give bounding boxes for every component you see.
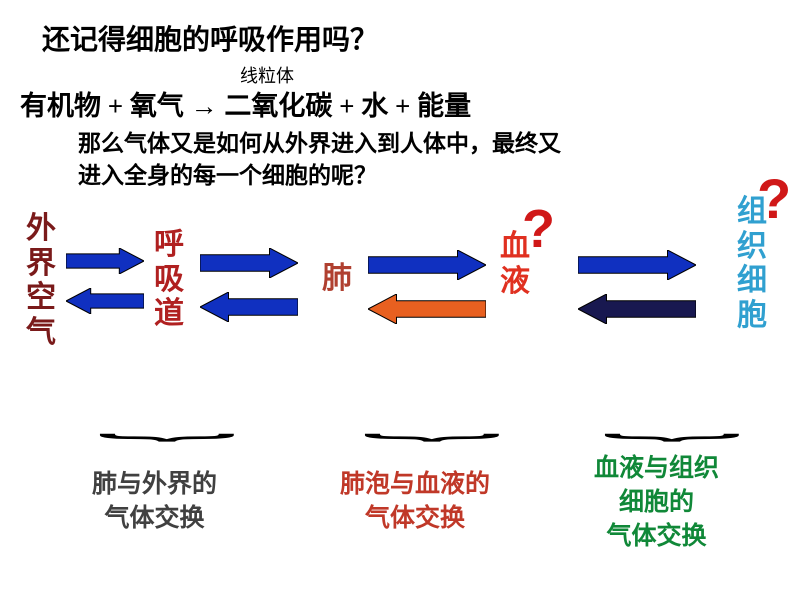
question-mark-tissue: ?	[757, 166, 791, 231]
arrow-lung-to-tract	[200, 292, 298, 322]
e1-l2: 气体交换	[105, 505, 205, 532]
label-lung-ext-exchange: 肺与外界的 气体交换	[92, 468, 217, 536]
brace-2: ⏟	[362, 400, 501, 440]
node-lung: 肺	[322, 262, 352, 297]
arrow-blood-to-lung	[368, 294, 486, 324]
arrow-tract-to-lung	[200, 248, 298, 278]
e3-l3: 气体交换	[607, 523, 707, 550]
e3-l1: 血液与组织	[594, 455, 719, 482]
brace-1: ⏟	[97, 400, 236, 440]
page-title: 还记得细胞的呼吸作用吗？	[42, 18, 378, 58]
arrow-air-to-tract	[66, 248, 144, 274]
question-line1: 那么气体又是如何从外界进入到人体中，最终又	[78, 131, 561, 156]
question-mark-blood: ?	[522, 198, 555, 260]
brace-3: ⏟	[602, 400, 741, 440]
e2-l2: 气体交换	[365, 505, 465, 532]
e3-l2: 细胞的	[619, 489, 694, 516]
label-alveoli-blood-exchange: 肺泡与血液的 气体交换	[340, 468, 490, 536]
label-blood-tissue-exchange: 血液与组织 细胞的 气体交换	[594, 452, 719, 553]
e2-l1: 肺泡与血液的	[340, 471, 490, 498]
arrow-blood-to-tissue	[578, 250, 696, 280]
question-line2: 进入全身的每一个细胞的呢？	[78, 163, 377, 188]
e1-l1: 肺与外界的	[92, 471, 217, 498]
arrow-lung-to-blood	[368, 250, 486, 280]
arrow-tract-to-air	[66, 288, 144, 314]
arrow-tissue-to-blood	[578, 294, 696, 324]
respiration-equation: 有机物 + 氧气 → 二氧化碳 + 水 + 能量	[20, 84, 471, 123]
node-resp-tract: 呼吸道	[152, 228, 186, 332]
question-text: 那么气体又是如何从外界进入到人体中，最终又 进入全身的每一个细胞的呢？	[78, 128, 561, 192]
node-outside-air: 外界空气	[24, 212, 58, 350]
